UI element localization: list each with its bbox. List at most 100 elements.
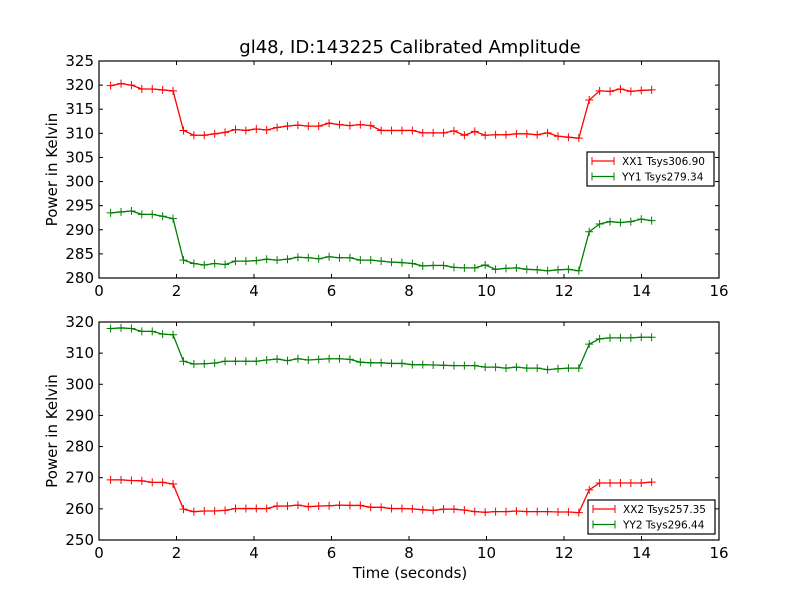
data-point [387, 504, 396, 513]
data-point [616, 218, 625, 227]
data-point [647, 333, 656, 342]
legend: XX2 Tsys257.35 YY2 Tsys296.44 [587, 499, 716, 535]
data-point [335, 354, 344, 363]
data-point [262, 125, 271, 134]
data-point [606, 333, 615, 342]
data-point [158, 330, 167, 339]
data-point [231, 125, 240, 134]
data-point [148, 327, 157, 336]
data-point [241, 257, 250, 266]
data-point [106, 475, 115, 484]
x-tick-label: 4 [249, 544, 259, 562]
data-point [127, 476, 136, 485]
data-point [408, 504, 417, 513]
data-point [564, 265, 573, 274]
legend-marker [592, 520, 616, 529]
legend-box [586, 151, 715, 187]
y-tick-label: 310 [65, 344, 94, 362]
data-point [501, 264, 510, 273]
data-point [345, 501, 354, 510]
data-point [314, 122, 323, 131]
data-point [221, 128, 230, 137]
data-point [595, 479, 604, 488]
data-point [231, 357, 240, 366]
data-point [106, 324, 115, 333]
y-tick-label: 290 [65, 221, 94, 239]
data-point [137, 327, 146, 336]
data-point [616, 479, 625, 488]
data-point [554, 265, 563, 274]
data-point [137, 210, 146, 219]
data-point [533, 265, 542, 274]
data-point [273, 123, 282, 132]
data-point [335, 120, 344, 129]
data-point [564, 507, 573, 516]
x-tick-label: 10 [477, 282, 496, 300]
x-tick-label: 12 [554, 282, 573, 300]
data-point [606, 217, 615, 226]
y-tick-label: 300 [65, 173, 94, 191]
data-point [117, 79, 126, 88]
data-point [117, 207, 126, 216]
data-point [377, 126, 386, 135]
x-tick-label: 14 [632, 544, 651, 562]
legend-marker [591, 172, 615, 181]
data-point [585, 227, 594, 236]
y-axis-label: Power in Kelvin [43, 374, 61, 488]
data-point [574, 266, 583, 275]
x-tick-label: 10 [477, 544, 496, 562]
data-point [293, 121, 302, 130]
data-point [179, 126, 188, 135]
data-point [127, 206, 136, 215]
data-point [221, 506, 230, 515]
data-point [606, 479, 615, 488]
data-point [127, 81, 136, 90]
data-point [585, 485, 594, 494]
legend-marker [591, 157, 615, 165]
data-point [314, 502, 323, 511]
data-point [533, 507, 542, 516]
data-point [460, 361, 469, 370]
data-point [106, 81, 115, 90]
data-point [439, 361, 448, 370]
data-point [169, 330, 178, 339]
data-point [616, 84, 625, 93]
y-tick-label: 310 [65, 124, 94, 142]
data-point [429, 360, 438, 369]
y-tick-label: 325 [65, 52, 94, 70]
data-point [637, 479, 646, 488]
data-point [377, 358, 386, 367]
data-point [512, 129, 521, 138]
x-tick-label: 2 [172, 544, 182, 562]
data-point [314, 355, 323, 364]
data-point [418, 505, 427, 514]
y-tick-label: 295 [65, 197, 94, 215]
data-point [491, 363, 500, 372]
data-point [325, 119, 334, 128]
data-point [397, 258, 406, 267]
data-point [543, 266, 552, 275]
data-point [148, 84, 157, 93]
data-point [293, 354, 302, 363]
data-point [637, 333, 646, 342]
data-point [470, 507, 479, 516]
legend: XX1 Tsys306.90 YY1 Tsys279.34 [586, 151, 715, 187]
data-point [179, 357, 188, 366]
data-point [460, 506, 469, 515]
data-point [501, 507, 510, 516]
data-point [501, 364, 510, 373]
data-point [574, 364, 583, 373]
data-point [117, 323, 126, 332]
data-point [533, 364, 542, 373]
data-point [522, 265, 531, 274]
y-tick-label: 260 [65, 500, 94, 518]
legend-box [587, 499, 716, 535]
y-tick-label: 280 [65, 438, 94, 456]
data-point [512, 507, 521, 516]
data-point [512, 263, 521, 272]
data-point [241, 126, 250, 135]
data-point [574, 134, 583, 143]
x-tick-label: 14 [632, 282, 651, 300]
data-point [221, 260, 230, 269]
data-point [283, 255, 292, 264]
